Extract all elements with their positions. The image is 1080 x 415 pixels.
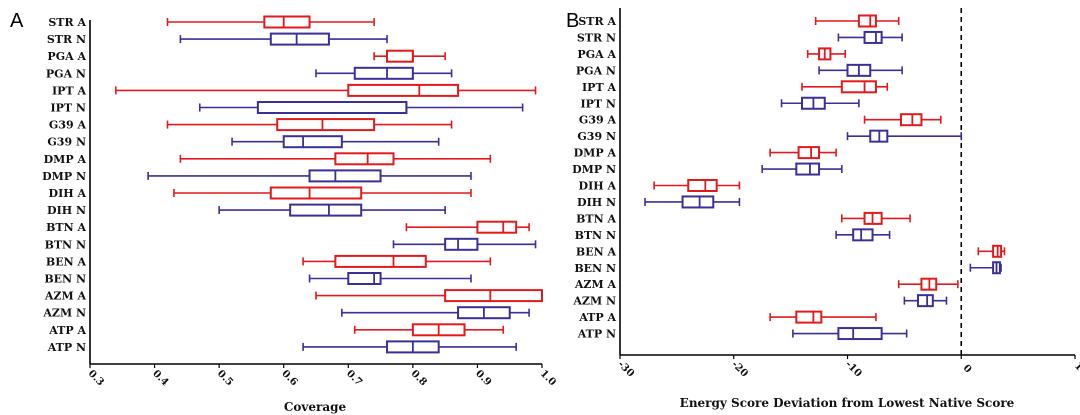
x-tick-label: -20 xyxy=(729,359,750,380)
x-tick-label: 1.0 xyxy=(538,368,558,388)
y-tick-label: ATP N xyxy=(577,328,616,341)
box-iqr xyxy=(687,179,718,192)
x-tick-label: 0 xyxy=(961,363,974,376)
box-iqr xyxy=(852,228,874,242)
y-tick-label: BEN N xyxy=(574,262,616,275)
y-tick-label: PGA N xyxy=(46,67,86,80)
x-axis-label-b: Energy Score Deviation from Lowest Nativ… xyxy=(680,396,1015,410)
x-tick-label: 0.7 xyxy=(344,368,364,388)
y-tick-label: BEN A xyxy=(46,255,87,268)
box-iqr xyxy=(795,162,821,176)
box-iqr xyxy=(308,169,382,183)
box-iqr xyxy=(282,135,343,149)
y-tick-label: G39 N xyxy=(577,130,616,143)
y-tick-label: AZM A xyxy=(574,278,617,291)
y-tick-label: IPT A xyxy=(582,81,616,94)
y-tick-label: BTN N xyxy=(45,238,86,251)
box-iqr xyxy=(276,118,376,132)
y-tick-label: BTN A xyxy=(576,212,616,225)
y-tick-label: PGA A xyxy=(47,50,86,63)
y-tick-label: BTN N xyxy=(575,229,616,242)
box-iqr xyxy=(334,152,395,166)
y-tick-label: DMP A xyxy=(574,147,617,160)
y-tick-label: AZM A xyxy=(44,290,87,303)
y-tick-label: PGA A xyxy=(577,48,616,61)
box-iqr xyxy=(444,289,543,303)
x-tick-label: 10 xyxy=(1072,360,1080,378)
y-tick-label: DIH N xyxy=(47,204,86,217)
x-tick-label: 0.4 xyxy=(150,368,170,388)
box-iqr xyxy=(386,49,414,63)
x-tick-label: 0.8 xyxy=(409,368,429,388)
y-tick-label: DIH A xyxy=(49,187,87,200)
box-iqr xyxy=(444,237,479,251)
y-tick-label: STR A xyxy=(578,15,616,28)
boxplot-panel-b: -30 -20 -10 0 10 STR A STR N PGA A PGA N IPT A IPT… xyxy=(572,8,1080,380)
boxplot-panel-a: 0.3 0.4 0.5 0.6 0.7 0.8 0.9 1.0 STR A STR N PGA A P… xyxy=(42,15,558,388)
box-iqr xyxy=(857,14,877,28)
x-tick-label: 0.6 xyxy=(279,368,299,388)
y-tick-label: ATP A xyxy=(578,311,616,324)
box-iqr xyxy=(334,254,427,268)
y-tick-label: IPT N xyxy=(51,102,87,115)
y-tick-label: IPT N xyxy=(581,97,617,110)
y-tick-label: G39 N xyxy=(47,136,86,149)
y-tick-label: AZM N xyxy=(572,295,616,308)
box-iqr xyxy=(256,101,408,114)
box-iqr xyxy=(347,272,382,285)
y-tick-label: STR N xyxy=(47,33,86,46)
box-iqr xyxy=(837,327,883,341)
y-tick-label: AZM N xyxy=(42,307,86,320)
y-tick-label: DMP N xyxy=(572,163,616,176)
y-tick-label: STR N xyxy=(577,31,616,44)
box-iqr xyxy=(269,186,363,200)
box-iqr xyxy=(863,30,883,44)
y-tick-label: DMP N xyxy=(42,170,86,183)
y-tick-label: STR A xyxy=(48,16,86,29)
y-tick-label: BEN N xyxy=(44,273,86,286)
y-tick-label: DMP A xyxy=(44,153,87,166)
y-tick-label: G39 A xyxy=(49,119,87,132)
y-tick-label: G39 A xyxy=(579,114,617,127)
box-iqr xyxy=(917,294,934,308)
y-tick-label: DIH A xyxy=(579,180,617,193)
box-iqr xyxy=(289,203,363,217)
panel-letter-a: A xyxy=(10,10,24,32)
x-tick-label: -10 xyxy=(843,359,864,380)
y-tick-label: DIH N xyxy=(577,196,616,209)
box-iqr xyxy=(263,15,311,29)
x-axis-label-a: Coverage xyxy=(284,400,347,414)
box-iqr xyxy=(476,220,518,234)
y-tick-label: IPT A xyxy=(52,84,86,97)
box-iqr xyxy=(797,146,821,160)
x-tick-label: 0.5 xyxy=(215,368,235,388)
box-iqr xyxy=(353,66,414,80)
y-tick-label: BEN A xyxy=(576,245,617,258)
box-iqr xyxy=(795,310,823,324)
box-iqr xyxy=(840,80,877,94)
y-tick-label: ATP A xyxy=(48,324,86,337)
x-tick-label: 0.9 xyxy=(473,368,493,388)
y-tick-label: ATP N xyxy=(47,341,86,354)
y-tick-label: PGA N xyxy=(576,64,616,77)
x-tick-label: 0.3 xyxy=(86,368,106,388)
box-iqr xyxy=(269,32,330,46)
box-iqr xyxy=(347,83,460,97)
box-iqr xyxy=(681,195,715,209)
box-iqr xyxy=(899,113,923,127)
x-tick-label: -30 xyxy=(615,359,636,380)
y-tick-label: BTN A xyxy=(46,221,86,234)
panel-letter-b: B xyxy=(566,10,579,32)
